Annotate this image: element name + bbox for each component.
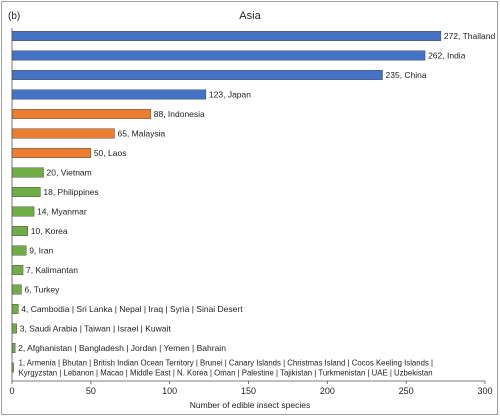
bar-label: 20, Vietnam [47,168,92,178]
bar-label: 7, Kalimantan [26,265,78,275]
bar [11,226,28,236]
bar [11,109,151,119]
bar-label: 18, Philippines [43,187,98,197]
bar-label: 50, Laos [94,148,127,158]
bar-label: 14, Myanmar [37,207,87,217]
chart-title: Asia [239,10,261,22]
bar-label: 10, Korea [31,226,68,236]
bar [11,187,41,197]
bar [11,265,24,275]
x-tick-label: 200 [320,386,335,396]
bar [11,128,115,139]
bar [11,89,207,100]
bar [11,70,383,80]
bar-label: 262, India [428,51,466,61]
bar-label: 1, Armenia | Bhutan | British Indian Oce… [19,359,433,368]
x-tick-label: 50 [86,386,96,396]
x-tick-label: 300 [477,386,492,396]
bar-label: 88, Indonesia [154,109,205,119]
bar [11,304,19,314]
panel-label: (b) [8,11,21,22]
bar-label: 6, Turkey [24,285,60,295]
bar-label: 235, China [386,70,427,80]
bar-label: 123, Japan [209,90,251,100]
bar [11,167,44,178]
bar [11,323,17,334]
x-tick-label: 250 [399,386,414,396]
bar [11,50,426,61]
bar-label: 9, Iran [29,246,53,256]
bar-label: 65, Malaysia [117,129,165,139]
bar-label: 272, Thailand [444,31,496,41]
bar [11,31,442,41]
x-axis-label: Number of edible insect species [189,400,311,410]
x-tick-label: 150 [241,386,256,396]
x-tick-label: 100 [162,386,177,396]
bar-label-line2: Kyrgyzstan | Lebanon | Macao | Middle Ea… [19,369,433,378]
bar-label: 3, Saudi Arabia | Taiwan | Israel | Kuwa… [20,324,172,334]
x-tick-label: 0 [9,386,14,396]
bar [11,284,22,295]
bar [11,206,35,217]
bar-label: 2, Afghanistan | Bangladesh | Jordan | Y… [18,343,226,353]
bar [11,245,27,256]
bar [11,343,16,353]
bar [11,148,92,158]
bar-label: 4, Cambodia | Sri Lanka | Nepal | Iraq |… [21,304,243,314]
